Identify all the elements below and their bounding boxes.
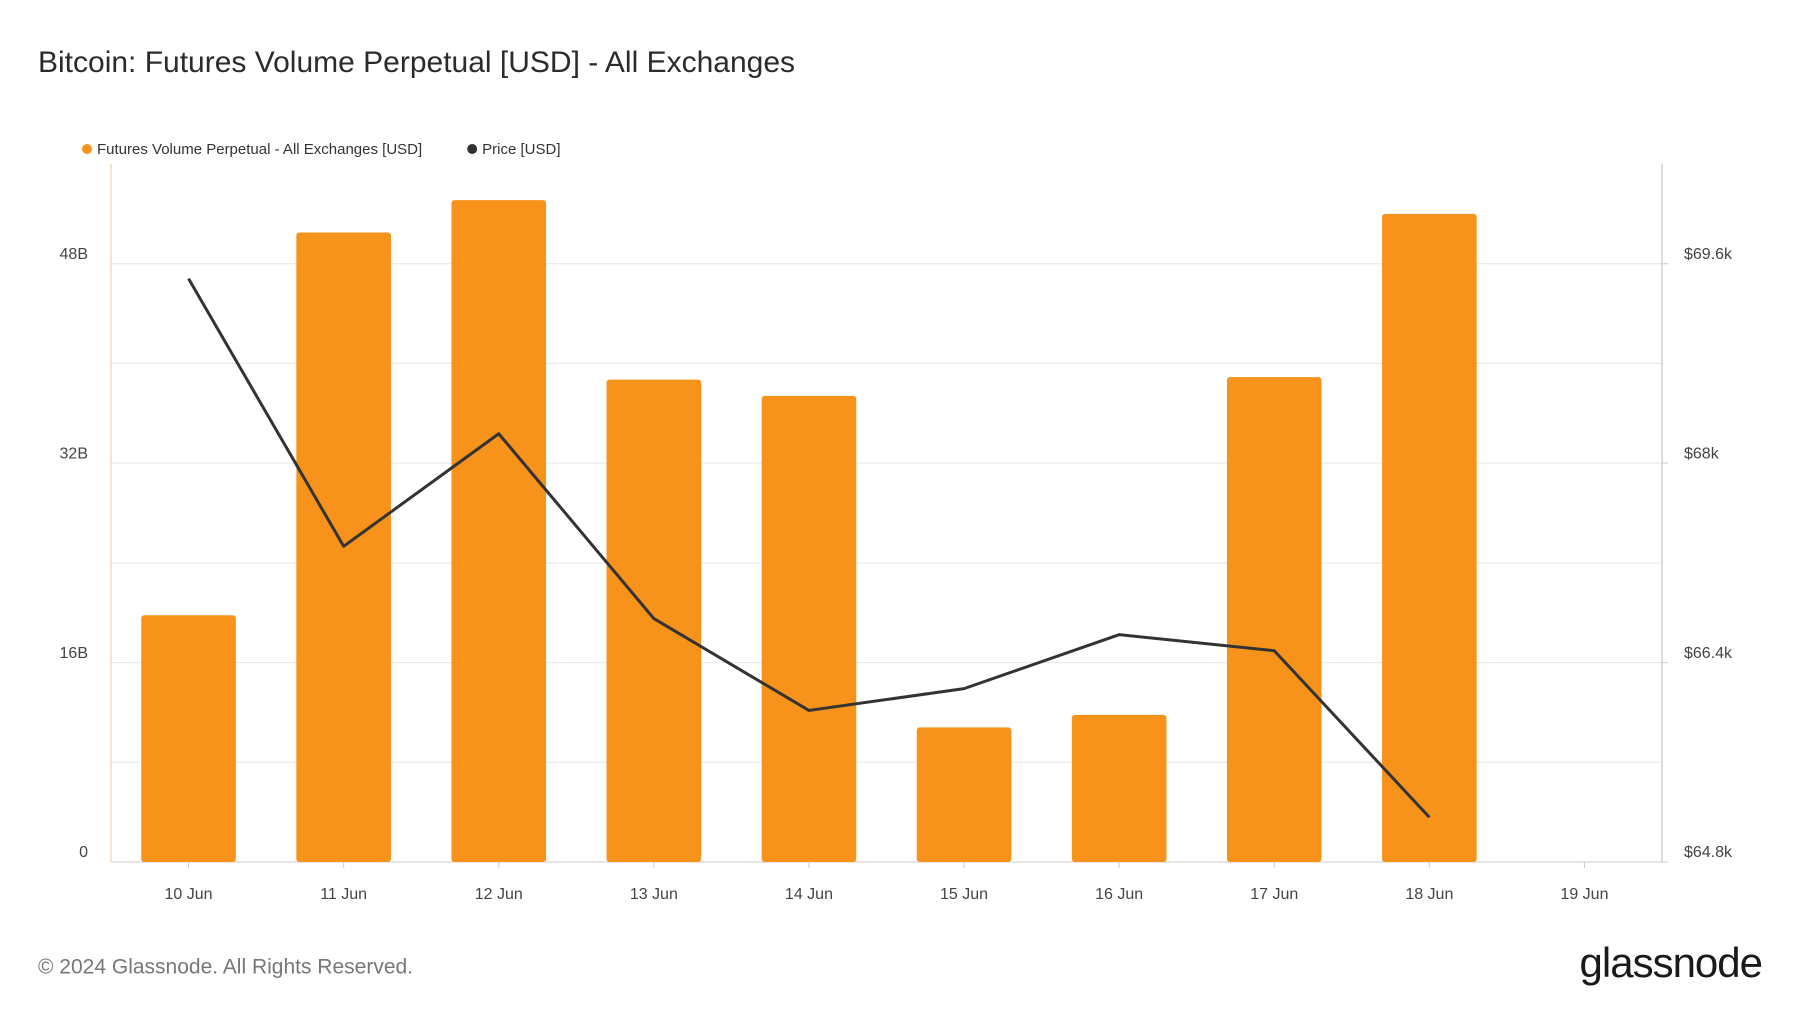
x-tick-label: 13 Jun xyxy=(630,886,678,903)
x-tick-label: 12 Jun xyxy=(475,886,523,903)
y-tick-label: 16B xyxy=(60,645,88,662)
legend-marker xyxy=(82,144,92,154)
y2-tick-label: $66.4k xyxy=(1684,645,1733,662)
x-tick-label: 17 Jun xyxy=(1250,886,1298,903)
y2-tick-label: $68k xyxy=(1684,445,1720,462)
x-tick-label: 14 Jun xyxy=(785,886,833,903)
y2-tick-label: $64.8k xyxy=(1684,844,1733,861)
price-line xyxy=(187,277,1431,819)
x-tick-label: 16 Jun xyxy=(1095,886,1143,903)
bar xyxy=(606,379,702,862)
bar xyxy=(1226,377,1322,862)
chart-title: Bitcoin: Futures Volume Perpetual [USD] … xyxy=(38,46,795,79)
legend-label: Futures Volume Perpetual - All Exchanges… xyxy=(97,141,422,158)
legend-marker xyxy=(467,144,478,154)
y-tick-label: 0 xyxy=(79,844,88,861)
bar xyxy=(1071,714,1167,862)
bar xyxy=(1382,213,1477,862)
y-tick-label: 32B xyxy=(60,445,88,462)
footer: © 2024 Glassnode. All Rights Reserved. xyxy=(38,956,413,979)
x-tick-label: 19 Jun xyxy=(1560,886,1608,903)
y2-tick-label: $69.6k xyxy=(1684,246,1733,263)
bar xyxy=(761,395,857,862)
bar xyxy=(141,615,236,862)
legend-label: Price [USD] xyxy=(482,141,560,158)
x-tick-label: 15 Jun xyxy=(940,886,988,903)
bar xyxy=(916,727,1012,862)
bar xyxy=(451,200,547,862)
x-tick-label: 10 Jun xyxy=(165,886,213,903)
y-tick-label: 48B xyxy=(60,246,88,263)
x-tick-label: 18 Jun xyxy=(1405,886,1453,903)
x-tick-label: 11 Jun xyxy=(320,886,367,903)
brand-logo: glassnode xyxy=(1580,939,1762,986)
